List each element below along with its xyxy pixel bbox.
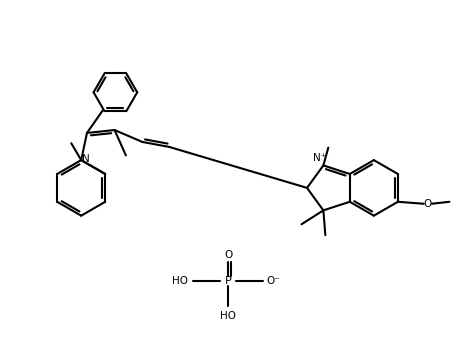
Text: HO: HO xyxy=(172,276,188,286)
Text: O⁻: O⁻ xyxy=(267,276,280,286)
Text: N⁺: N⁺ xyxy=(313,153,326,164)
Text: P: P xyxy=(224,276,231,286)
Text: O: O xyxy=(224,250,232,260)
Text: HO: HO xyxy=(220,311,236,321)
Text: N: N xyxy=(82,154,90,164)
Text: O: O xyxy=(424,199,432,209)
